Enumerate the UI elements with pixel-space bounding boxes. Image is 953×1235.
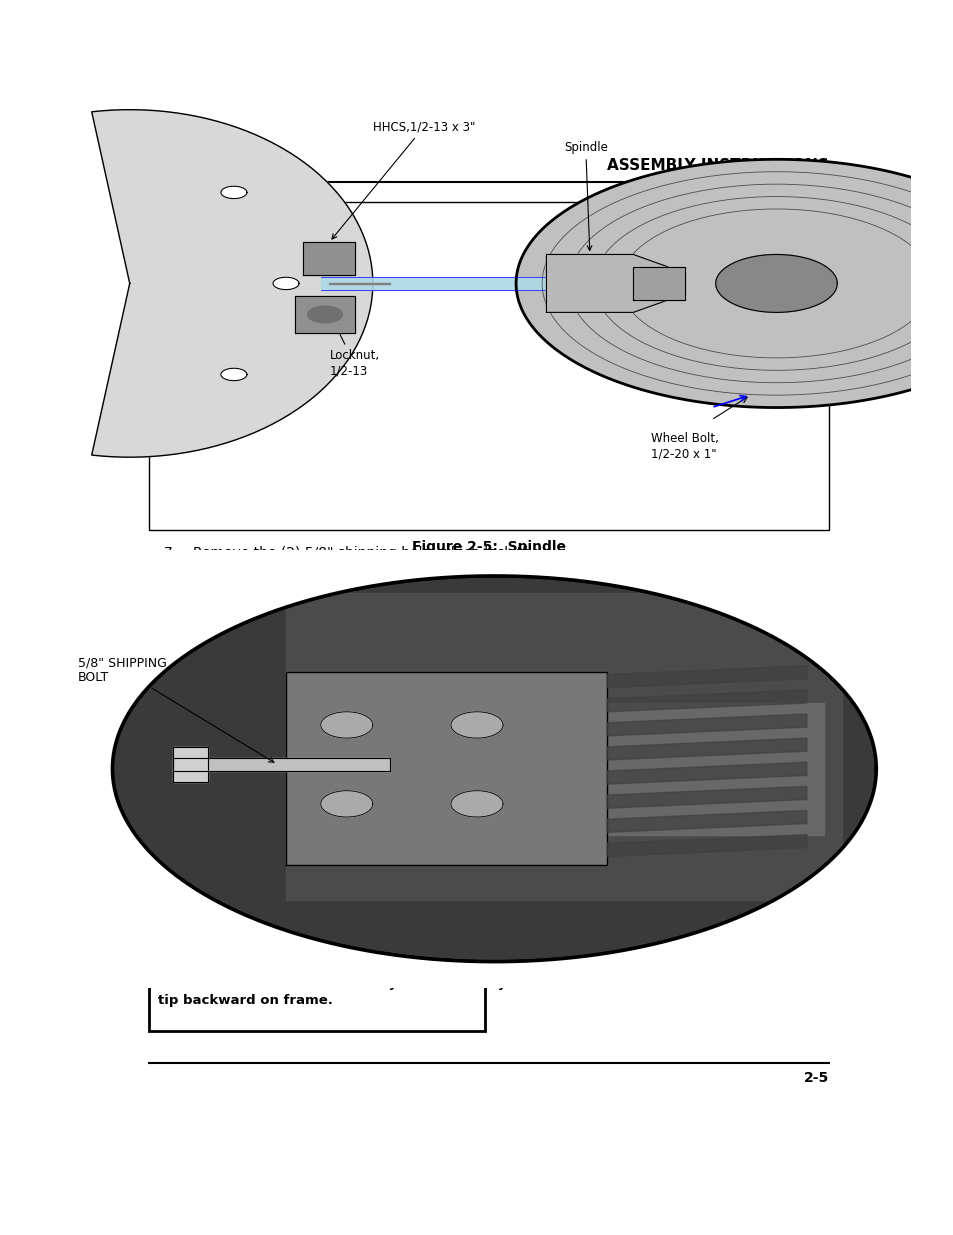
Polygon shape bbox=[607, 787, 806, 808]
Polygon shape bbox=[173, 758, 390, 771]
Polygon shape bbox=[451, 790, 502, 818]
Text: Spindle: Spindle bbox=[563, 141, 607, 251]
Polygon shape bbox=[286, 672, 607, 866]
Text: ⚠  CAUTION: ⚠ CAUTION bbox=[262, 927, 372, 946]
Text: HHCS,1/2-13 x 3": HHCS,1/2-13 x 3" bbox=[332, 120, 475, 238]
Polygon shape bbox=[607, 835, 806, 857]
FancyBboxPatch shape bbox=[149, 203, 828, 531]
Polygon shape bbox=[329, 283, 390, 284]
FancyBboxPatch shape bbox=[149, 919, 485, 956]
Polygon shape bbox=[715, 254, 837, 312]
Polygon shape bbox=[273, 277, 298, 290]
Text: 8.: 8. bbox=[507, 947, 520, 961]
FancyBboxPatch shape bbox=[149, 919, 485, 1031]
Polygon shape bbox=[308, 306, 342, 322]
Polygon shape bbox=[607, 810, 806, 832]
Polygon shape bbox=[286, 594, 841, 900]
Text: Locknut,
1/2-13: Locknut, 1/2-13 bbox=[322, 299, 379, 378]
Polygon shape bbox=[546, 254, 667, 312]
Polygon shape bbox=[303, 242, 355, 275]
Text: Wheel Bolt,
1/2-20 x 1": Wheel Bolt, 1/2-20 x 1" bbox=[650, 432, 718, 461]
Text: 7.: 7. bbox=[164, 546, 176, 559]
Polygon shape bbox=[320, 790, 373, 818]
Polygon shape bbox=[607, 666, 806, 688]
FancyBboxPatch shape bbox=[149, 567, 828, 914]
Polygon shape bbox=[91, 110, 373, 457]
Polygon shape bbox=[221, 368, 247, 380]
Polygon shape bbox=[112, 576, 876, 962]
Text: ASSEMBLY INSTRUCTIONS: ASSEMBLY INSTRUCTIONS bbox=[606, 158, 828, 173]
Polygon shape bbox=[607, 762, 806, 784]
Polygon shape bbox=[607, 739, 806, 760]
Text: Figure 2-6:  Shipping Bolt: Figure 2-6: Shipping Bolt bbox=[388, 924, 589, 937]
Text: 5/8" SHIPPING
BOLT: 5/8" SHIPPING BOLT bbox=[77, 656, 274, 762]
Polygon shape bbox=[516, 159, 953, 408]
Polygon shape bbox=[173, 747, 208, 782]
Text: Install the LED Warning Lamps and Harnesses. See
Figure 2-7.: Install the LED Warning Lamps and Harnes… bbox=[535, 947, 887, 981]
Polygon shape bbox=[451, 711, 502, 739]
Text: 2-5: 2-5 bbox=[803, 1071, 828, 1084]
Polygon shape bbox=[633, 267, 684, 300]
Polygon shape bbox=[294, 296, 355, 333]
Polygon shape bbox=[607, 703, 823, 835]
Text: Figure 2-5:  Spindle: Figure 2-5: Spindle bbox=[412, 540, 565, 555]
Polygon shape bbox=[607, 690, 806, 711]
Polygon shape bbox=[607, 714, 806, 736]
Polygon shape bbox=[320, 711, 373, 739]
Text: Do not disengage pin unless seeder is fully
attached to tractor. Seeder may be r: Do not disengage pin unless seeder is fu… bbox=[157, 960, 538, 1008]
Text: Remove the (2) 5/8" shipping bolts which lock the
rear roller arms down. One bol: Remove the (2) 5/8" shipping bolts which… bbox=[193, 546, 556, 599]
Polygon shape bbox=[221, 186, 247, 199]
